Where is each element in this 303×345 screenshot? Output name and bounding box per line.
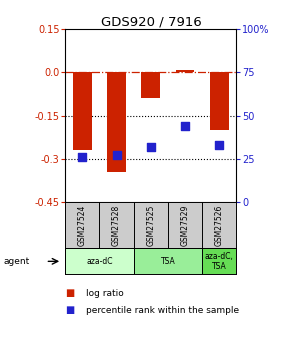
Text: log ratio: log ratio xyxy=(86,289,124,298)
Point xyxy=(80,154,85,160)
Point xyxy=(182,123,187,129)
Text: aza-dC,
TSA: aza-dC, TSA xyxy=(205,252,234,271)
Text: GDS920 / 7916: GDS920 / 7916 xyxy=(101,16,202,29)
Bar xyxy=(73,72,92,150)
Bar xyxy=(175,70,195,72)
Text: aza-dC: aza-dC xyxy=(86,257,113,266)
Text: ■: ■ xyxy=(65,288,75,298)
Text: GSM27526: GSM27526 xyxy=(215,205,224,246)
Text: GSM27528: GSM27528 xyxy=(112,205,121,246)
Point xyxy=(114,152,119,158)
Text: percentile rank within the sample: percentile rank within the sample xyxy=(86,306,239,315)
Point xyxy=(148,144,153,149)
Text: GSM27529: GSM27529 xyxy=(181,205,189,246)
Bar xyxy=(65,248,134,274)
Bar xyxy=(134,248,202,274)
Bar xyxy=(107,72,126,171)
Text: GSM27525: GSM27525 xyxy=(146,205,155,246)
Text: GSM27524: GSM27524 xyxy=(78,205,87,246)
Text: ■: ■ xyxy=(65,306,75,315)
Bar xyxy=(202,248,236,274)
Point xyxy=(217,142,221,148)
Text: TSA: TSA xyxy=(161,257,175,266)
Bar xyxy=(210,72,229,130)
Text: agent: agent xyxy=(3,257,29,266)
Bar xyxy=(141,72,160,98)
